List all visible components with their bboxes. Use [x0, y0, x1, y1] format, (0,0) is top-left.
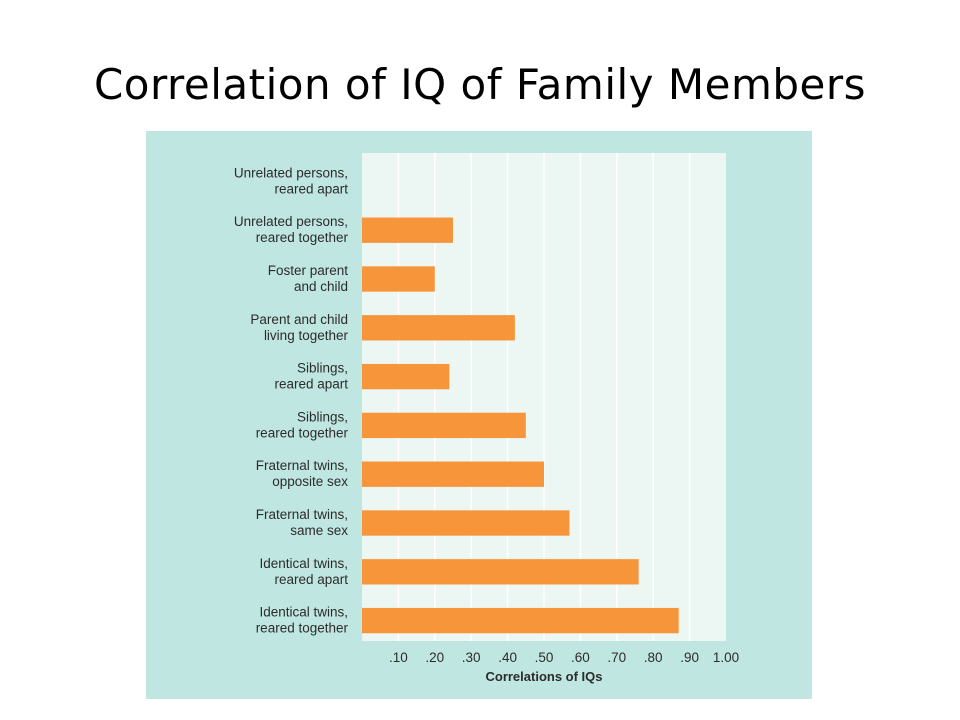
category-label-line: Fraternal twins, — [256, 458, 348, 473]
x-tick-label: .70 — [607, 650, 626, 665]
category-label-line: Foster parent — [268, 263, 349, 278]
category-label-line: Siblings, — [297, 361, 348, 376]
category-label: Fraternal twins, same sex — [256, 507, 349, 538]
bars — [362, 217, 679, 634]
x-tick-label: .30 — [462, 650, 481, 665]
bar — [362, 559, 639, 585]
category-label-line: reared apart — [274, 377, 348, 392]
x-tick-label: .90 — [680, 650, 699, 665]
category-label: Parent and child living together — [250, 312, 348, 343]
x-tick-labels: .10 .20 .30 .40 .50 .60 .70 .80 .90 1.00 — [389, 650, 739, 665]
bar — [362, 217, 453, 243]
category-label-line: Unrelated persons, — [234, 214, 348, 229]
x-tick-label: .80 — [644, 650, 663, 665]
category-label-line: living together — [264, 328, 349, 343]
category-label-line: reared together — [256, 621, 349, 636]
category-label: Siblings, reared together — [256, 409, 349, 440]
x-tick-label: .20 — [425, 650, 444, 665]
category-label: Siblings, reared apart — [274, 361, 348, 392]
category-label-line: and child — [294, 279, 348, 294]
x-tick-label: 1.00 — [713, 650, 739, 665]
category-label: Unrelated persons, reared apart — [234, 165, 348, 196]
bar — [362, 510, 570, 536]
category-label-line: Identical twins, — [259, 605, 348, 620]
iq-correlation-chart: Unrelated persons, reared apart Unrelated … — [146, 131, 812, 699]
bar — [362, 315, 515, 341]
category-label: Identical twins, reared together — [256, 605, 349, 636]
slide-title: Correlation of IQ of Family Members — [93, 60, 867, 109]
bar — [362, 266, 435, 292]
category-label: Identical twins, reared apart — [259, 556, 348, 587]
bar — [362, 607, 679, 634]
category-label-line: opposite sex — [272, 474, 348, 489]
category-label-line: reared together — [256, 230, 349, 245]
x-tick-label: .40 — [498, 650, 517, 665]
category-label-line: Unrelated persons, — [234, 165, 348, 180]
category-label: Unrelated persons, reared together — [234, 214, 349, 245]
category-label: Foster parent and child — [268, 263, 349, 294]
bar — [362, 363, 450, 390]
category-label-line: Siblings, — [297, 409, 348, 424]
category-label-line: Parent and child — [250, 312, 348, 327]
x-tick-label: .60 — [571, 650, 590, 665]
category-label-line: same sex — [290, 523, 348, 538]
bar — [362, 461, 544, 487]
category-label: Fraternal twins, opposite sex — [256, 458, 349, 489]
category-label-line: reared apart — [274, 181, 348, 196]
x-tick-label: .10 — [389, 650, 408, 665]
x-tick-label: .50 — [535, 650, 554, 665]
category-label-line: Fraternal twins, — [256, 507, 348, 522]
category-label-line: Identical twins, — [259, 556, 348, 571]
category-label-line: reared apart — [274, 572, 348, 587]
category-labels: Unrelated persons, reared apartUnrelated … — [234, 165, 349, 635]
bar — [362, 412, 526, 439]
x-axis-label: Correlations of IQs — [485, 669, 602, 684]
chart-svg: Unrelated persons, reared apartUnrelated … — [146, 131, 812, 699]
category-label-line: reared together — [256, 425, 349, 440]
